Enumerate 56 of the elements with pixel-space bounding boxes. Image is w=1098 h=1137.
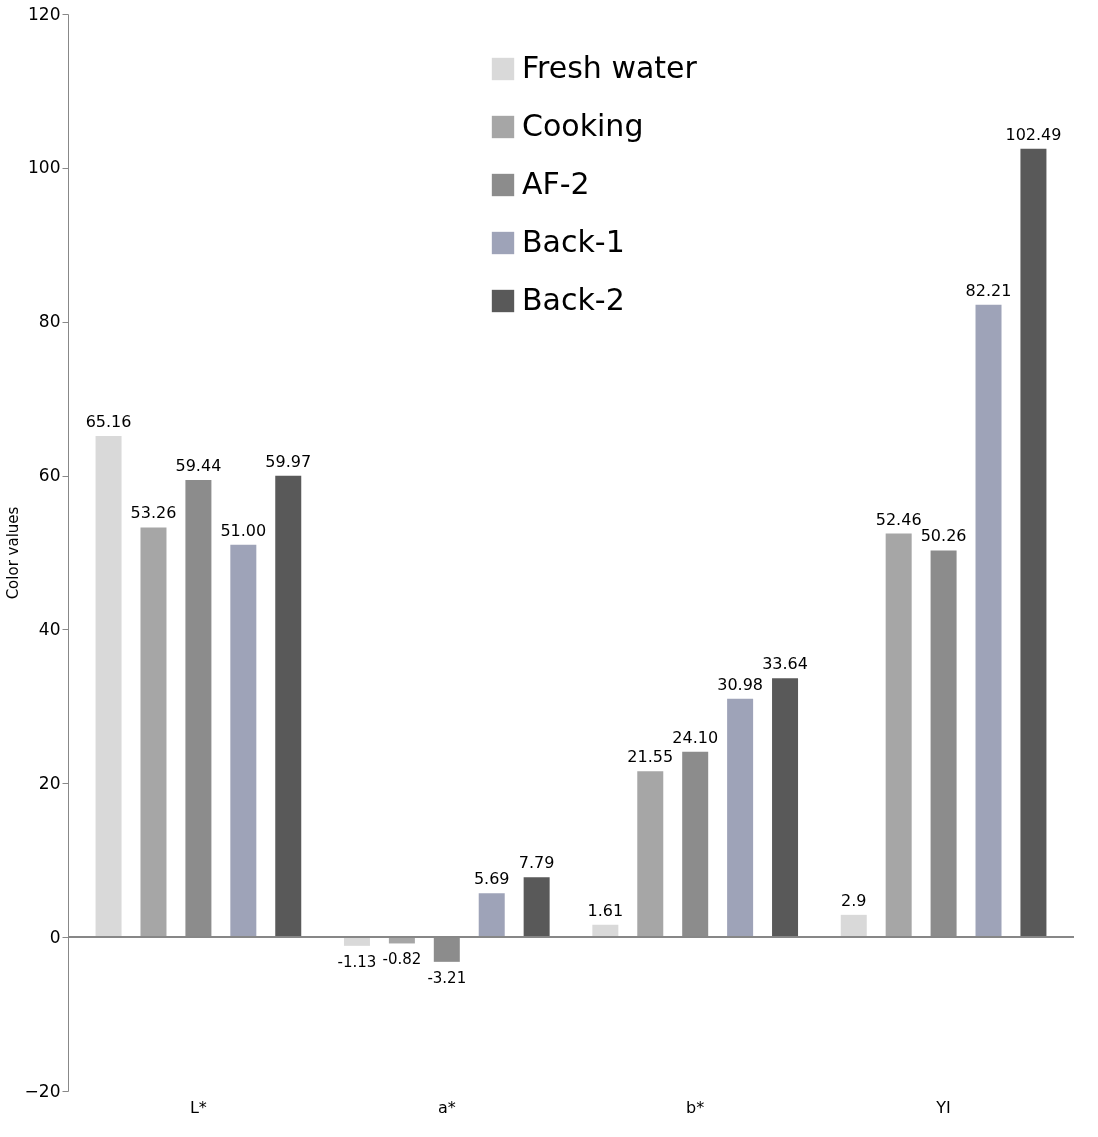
- bar: [975, 304, 1002, 938]
- bar: [523, 877, 550, 938]
- data-label: 2.9: [841, 890, 867, 910]
- y-tick-label: 0: [49, 926, 61, 947]
- legend-label: Back-1: [522, 224, 625, 259]
- bar: [885, 533, 912, 938]
- data-label: 5.69: [473, 869, 510, 889]
- y-tick-label: 100: [28, 157, 61, 178]
- bar: [727, 698, 754, 938]
- legend-label: Cooking: [522, 108, 644, 143]
- legend-label: Back-2: [522, 282, 625, 317]
- data-label: 52.46: [875, 509, 922, 529]
- data-label: -3.21: [427, 968, 467, 987]
- bar: [682, 751, 709, 938]
- x-tick-label: YI: [935, 1097, 951, 1117]
- data-label: 53.26: [130, 503, 177, 523]
- bar: [478, 893, 505, 938]
- y-tick-label: −20: [24, 1080, 61, 1101]
- data-label: 59.97: [265, 451, 312, 471]
- y-tick-label: 40: [38, 618, 61, 639]
- y-tick-label: 80: [38, 311, 61, 332]
- data-label: 24.10: [672, 727, 719, 747]
- bar: [230, 544, 257, 938]
- data-label: 82.21: [965, 280, 1012, 300]
- data-label: -0.82: [382, 950, 422, 969]
- bar: [930, 550, 957, 938]
- data-label: 1.61: [587, 900, 624, 920]
- legend-label: Fresh water: [522, 50, 698, 85]
- bar: [275, 475, 302, 938]
- x-tick-label: a*: [437, 1097, 456, 1117]
- bar: [140, 527, 167, 938]
- data-label: 33.64: [762, 654, 808, 674]
- bar: [343, 937, 370, 946]
- data-label: 30.98: [717, 674, 764, 694]
- bar: [185, 479, 212, 938]
- x-tick-label: b*: [686, 1097, 705, 1117]
- y-axis-title: Color values: [3, 506, 22, 600]
- bar: [637, 771, 664, 938]
- bar: [1020, 148, 1047, 938]
- y-tick-label: 120: [28, 3, 61, 24]
- y-tick-label: 20: [38, 772, 61, 793]
- y-tick-label: 60: [38, 465, 61, 486]
- bar: [840, 914, 867, 938]
- data-label: 7.79: [518, 853, 555, 873]
- data-label: -1.13: [337, 952, 377, 971]
- data-label: 65.16: [85, 411, 132, 431]
- bar: [772, 678, 799, 938]
- x-tick-label: L*: [189, 1097, 207, 1117]
- data-label: 51.00: [220, 520, 267, 540]
- data-label: 102.49: [1005, 124, 1062, 144]
- data-label: 59.44: [175, 455, 222, 475]
- bar: [95, 435, 122, 938]
- legend-label: AF-2: [522, 166, 590, 201]
- bar: [433, 937, 460, 962]
- data-label: 21.55: [627, 747, 674, 767]
- data-label: 50.26: [920, 526, 967, 546]
